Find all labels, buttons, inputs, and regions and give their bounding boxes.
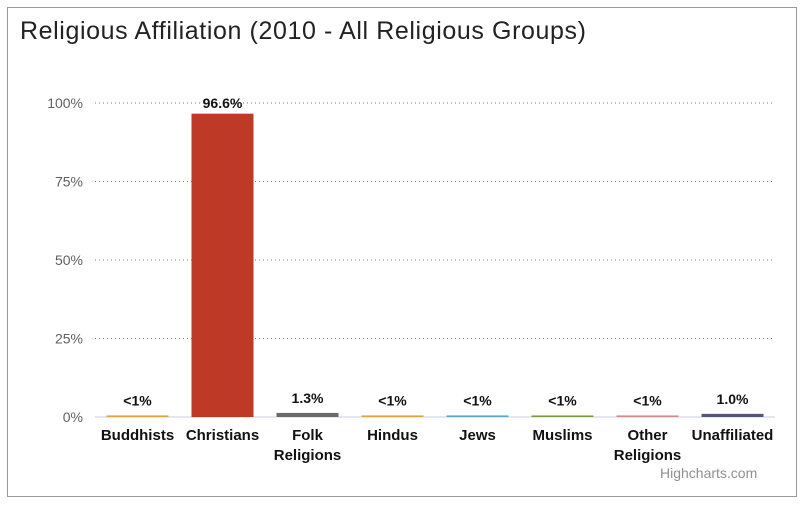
data-labels: <1% 96.6% 1.3% <1% <1% <1% <1% 1.0% <box>123 95 749 408</box>
x-tick-label: Religions <box>274 447 342 464</box>
y-tick-label: 25% <box>55 331 83 347</box>
data-label: <1% <box>548 392 577 408</box>
bar <box>191 113 254 418</box>
data-label: <1% <box>633 392 662 408</box>
chart-title: Religious Affiliation (2010 - All Religi… <box>20 17 587 45</box>
x-tick-label: Other <box>627 427 667 444</box>
x-tick-label: Jews <box>459 427 496 444</box>
x-tick-label: Religions <box>614 447 682 464</box>
bar <box>361 415 424 417</box>
x-tick-label: Hindus <box>367 427 418 444</box>
y-axis: 0% 25% 50% 75% 100% <box>47 95 83 425</box>
data-label: <1% <box>463 392 492 408</box>
bars <box>106 113 764 418</box>
bar <box>276 412 339 417</box>
data-label: <1% <box>123 392 152 408</box>
chart-frame <box>7 7 797 497</box>
y-tick-label: 0% <box>63 409 83 425</box>
bar <box>616 415 679 417</box>
data-label: <1% <box>378 392 407 408</box>
y-tick-label: 50% <box>55 252 83 268</box>
x-tick-label: Muslims <box>532 427 592 444</box>
x-tick-label: Christians <box>186 427 259 444</box>
x-axis: Buddhists Christians Folk Religions Hindus Je… <box>101 427 774 464</box>
bar <box>446 415 509 417</box>
bar <box>531 415 594 417</box>
bar <box>106 415 169 417</box>
x-tick-label: Folk <box>292 427 323 444</box>
data-label: 96.6% <box>203 95 243 111</box>
credits-link[interactable]: Highcharts.com <box>660 465 758 481</box>
bar <box>701 413 764 417</box>
data-label: 1.0% <box>717 391 749 407</box>
x-tick-label: Buddhists <box>101 427 174 444</box>
x-tick-label: Unaffiliated <box>692 427 774 444</box>
data-label: 1.3% <box>292 390 324 406</box>
y-tick-label: 75% <box>55 174 83 190</box>
y-tick-label: 100% <box>47 95 83 111</box>
